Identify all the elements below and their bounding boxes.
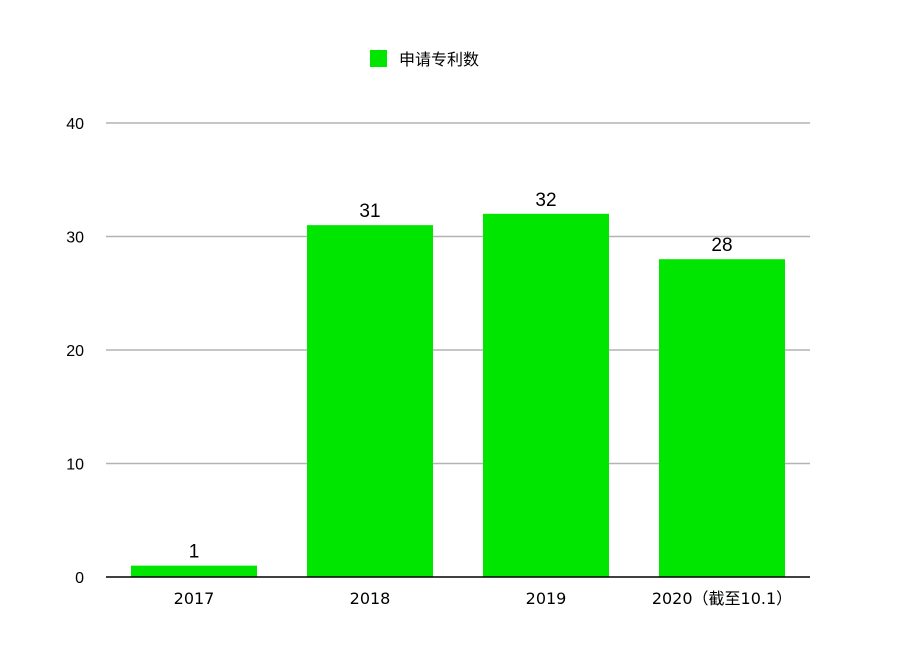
data-label: 1	[189, 542, 200, 563]
bar	[483, 213, 609, 578]
data-label: 31	[359, 201, 380, 222]
bar	[131, 565, 257, 577]
x-tick-label: 2019	[526, 589, 567, 608]
x-tick-label: 2018	[350, 589, 391, 608]
y-tick-label: 30	[66, 230, 84, 247]
bar	[659, 259, 785, 577]
data-label: 28	[711, 235, 732, 256]
legend-label: 申请专利数	[399, 50, 480, 69]
y-tick-label: 20	[66, 343, 84, 360]
legend: 申请专利数	[370, 46, 479, 70]
data-label: 32	[535, 190, 556, 211]
y-tick-label: 40	[66, 116, 84, 133]
y-tick-label: 10	[66, 457, 84, 474]
bar	[307, 225, 433, 577]
legend-swatch	[370, 49, 387, 67]
x-tick-label: 2020（截至10.1）	[652, 589, 792, 608]
x-tick-label: 2017	[174, 589, 215, 608]
y-tick-label: 0	[75, 570, 84, 587]
